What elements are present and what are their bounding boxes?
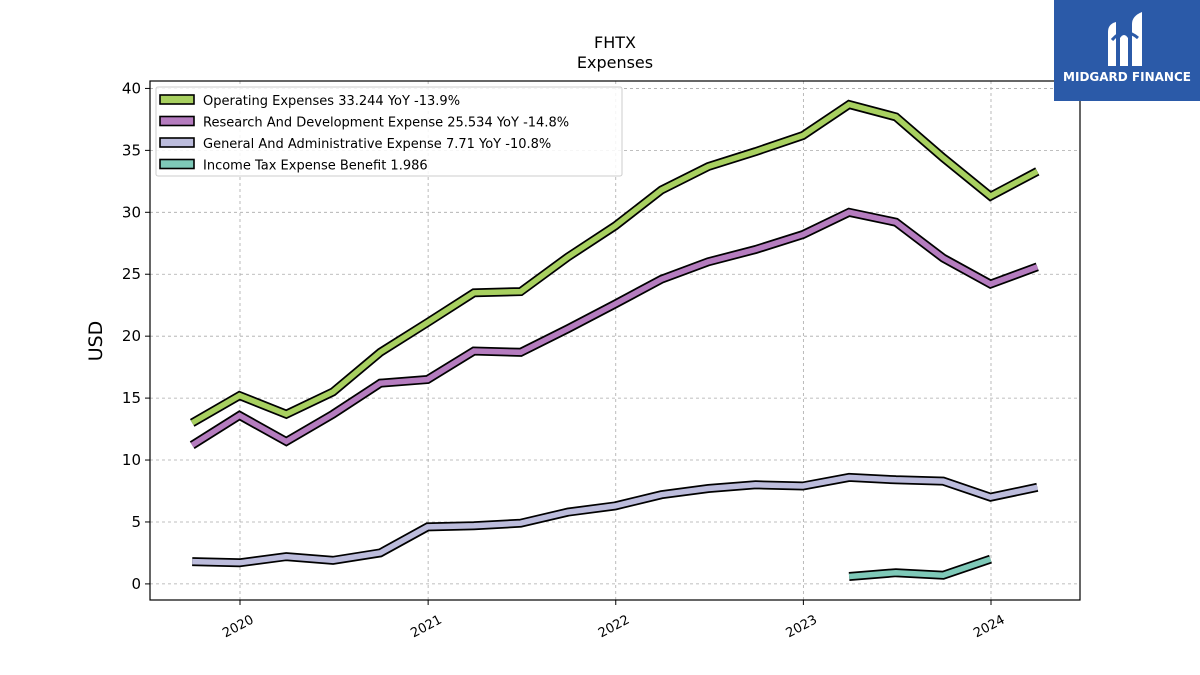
legend-swatch — [159, 137, 195, 148]
legend-box — [155, 86, 623, 177]
series-line — [848, 556, 992, 580]
series-line — [190, 209, 1039, 448]
series-line — [190, 101, 1039, 426]
legend-entry: Research And Development Expense 25.534 … — [203, 116, 569, 131]
y-tick-label: 35 — [122, 141, 141, 159]
series-line-outline — [189, 207, 1039, 450]
series-line-outline — [192, 472, 1039, 568]
legend-swatch — [159, 158, 195, 170]
logo-mark-icon — [1108, 12, 1142, 66]
x-tick-label: 2022 — [596, 613, 632, 642]
legend: Operating Expenses 33.244 YoY -13.9% Rese… — [155, 86, 623, 177]
legend-entry: Income Tax Expense Benefit 1.986 — [203, 159, 428, 174]
x-tick-label: 2020 — [220, 613, 256, 642]
x-axis: 2020 2021 2022 2023 2024 — [220, 600, 1007, 641]
y-tick-label: 5 — [131, 513, 141, 531]
x-tick-label: 2023 — [784, 613, 820, 642]
chart-subtitle: Expenses — [577, 53, 653, 72]
y-tick-label: 25 — [122, 265, 141, 283]
x-tick-label: 2024 — [971, 613, 1007, 642]
y-tick-label: 15 — [122, 389, 141, 407]
y-tick-label: 20 — [122, 327, 141, 345]
y-tick-label: 30 — [122, 203, 141, 221]
legend-swatch — [159, 115, 195, 127]
plot-frame — [149, 80, 1081, 601]
chart-title: FHTX — [594, 33, 636, 52]
series-line — [192, 474, 1038, 566]
y-axis: 0 5 10 15 20 25 30 35 40 — [122, 79, 150, 593]
legend-entry: General And Administrative Expense 7.71 … — [203, 137, 551, 152]
series-lines — [189, 99, 1040, 581]
y-tick-label: 0 — [131, 575, 141, 593]
brand-name: MIDGARD FINANCE — [1063, 70, 1191, 84]
x-tick-label: 2021 — [408, 613, 444, 642]
y-axis-label: USD — [85, 321, 107, 362]
legend-entry: Operating Expenses 33.244 YoY -13.9% — [203, 94, 460, 109]
midgard-finance-logo: MIDGARD FINANCE — [1054, 0, 1200, 101]
legend-swatch — [159, 94, 195, 105]
y-tick-label: 40 — [122, 79, 141, 97]
y-tick-label: 10 — [122, 451, 141, 469]
